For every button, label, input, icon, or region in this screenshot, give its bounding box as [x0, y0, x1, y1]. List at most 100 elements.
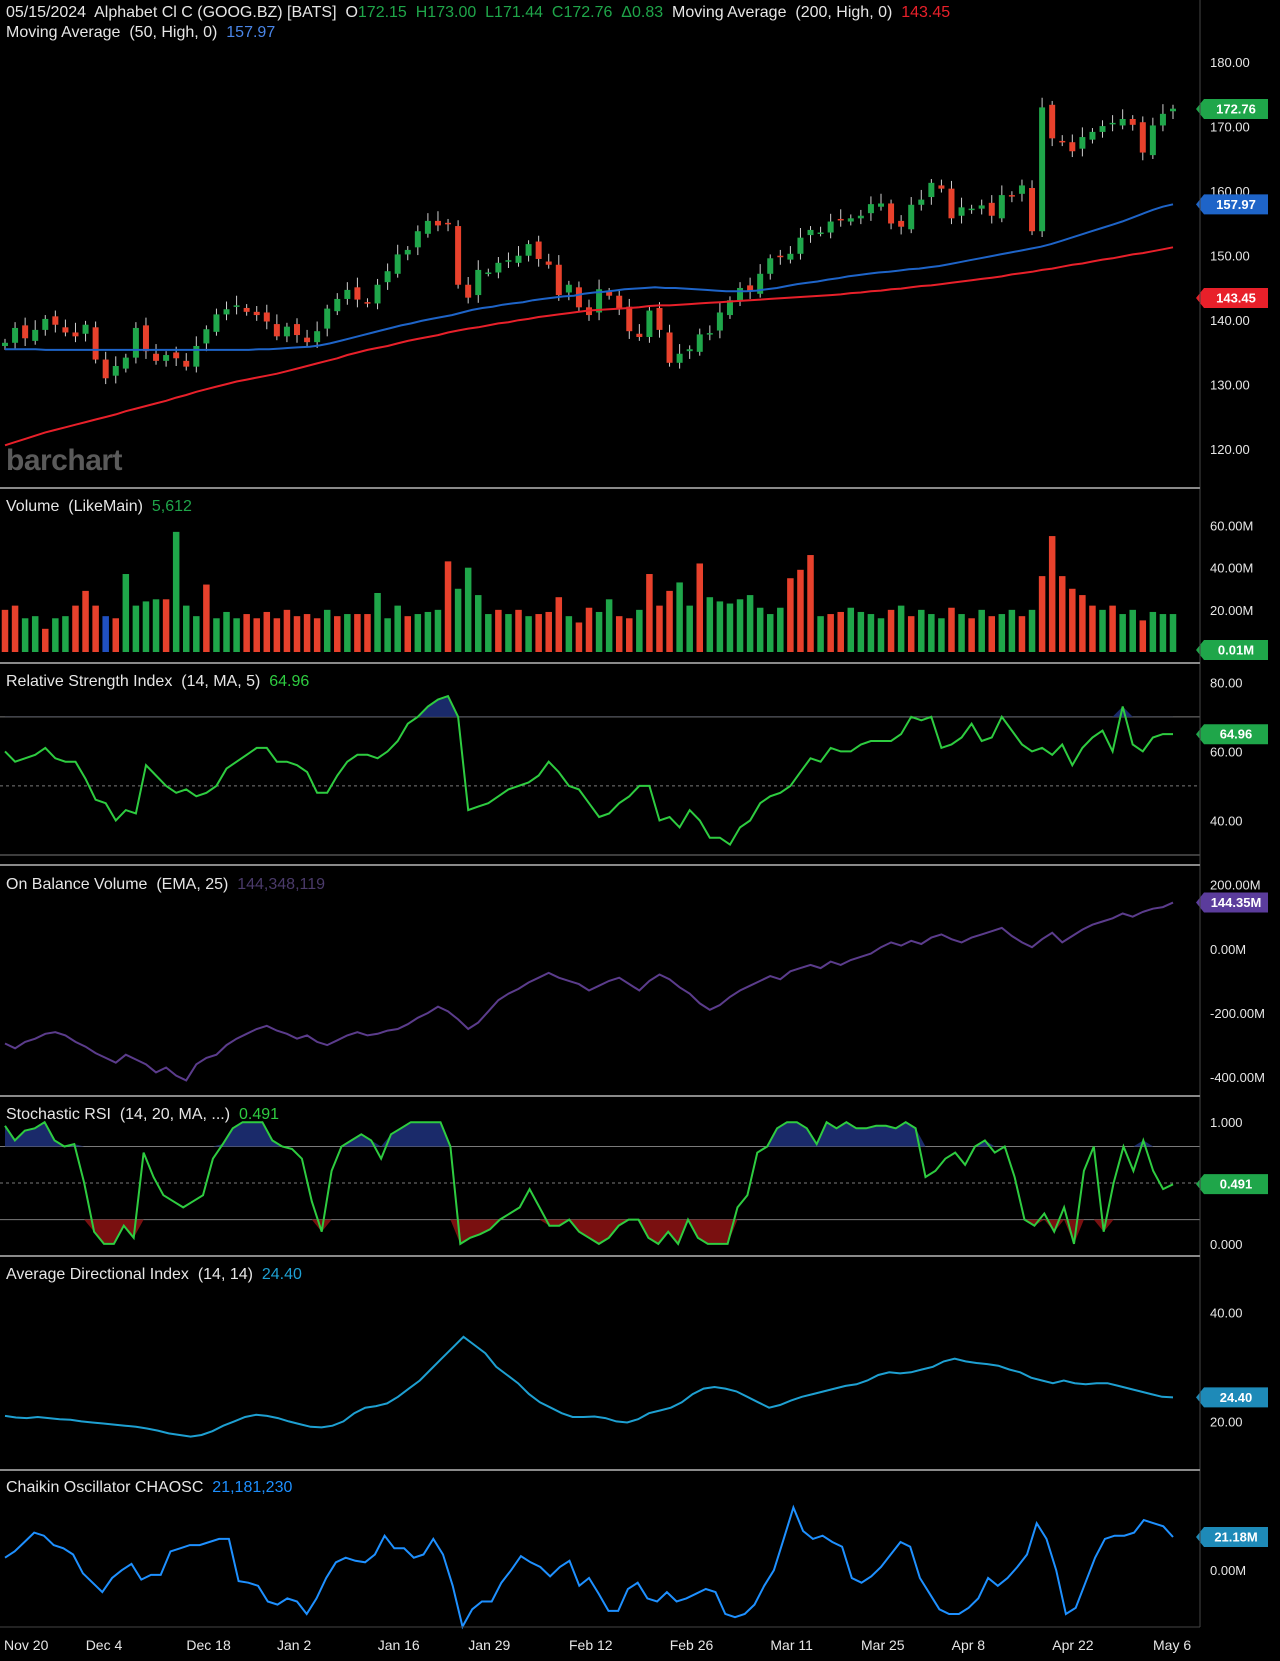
stochrsi-label: Stochastic RSI (14, 20, MA, ...): [6, 1106, 231, 1123]
volume-current-tag-bg: [1196, 640, 1268, 660]
obv-axis-tick: 0.00M: [1210, 942, 1246, 957]
volume-bar: [746, 595, 754, 652]
price-axis-tick: 120.00: [1210, 442, 1250, 457]
volume-bar: [736, 599, 744, 652]
candle-body: [535, 241, 542, 259]
candle-body: [1159, 113, 1166, 126]
volume-bar: [787, 578, 794, 652]
candle-body: [394, 254, 401, 274]
volume-bar: [867, 614, 875, 652]
candle-body: [757, 273, 764, 294]
header-change: Δ0.83: [621, 4, 664, 21]
volume-bar: [1169, 614, 1177, 652]
obv-value: 144,348,119: [237, 876, 326, 893]
candle-body: [183, 360, 190, 367]
volume-bar: [1069, 588, 1076, 652]
candle-body: [414, 231, 421, 248]
volume-bar: [595, 611, 603, 652]
volume-bar: [505, 614, 512, 652]
candle-body: [203, 329, 210, 344]
volume-bar: [414, 614, 422, 652]
candle-body: [898, 220, 905, 227]
x-axis-label: May 6: [1153, 1637, 1191, 1653]
volume-bar: [958, 614, 965, 652]
volume-bar: [253, 618, 260, 652]
volume-bar: [424, 611, 432, 652]
chaikin-header: Chaikin Oscillator CHAOSC 21,181,230: [6, 1478, 292, 1498]
volume-bar: [817, 616, 824, 652]
header-low: 171.44: [494, 4, 543, 21]
volume-bar: [1079, 595, 1086, 652]
volume-bar: [1089, 605, 1096, 652]
candle-body: [384, 271, 391, 283]
candle-body: [213, 314, 220, 332]
volume-bar: [907, 616, 915, 652]
candle-body: [112, 366, 119, 376]
volume-bar: [797, 569, 804, 652]
price-axis-tick: 170.00: [1210, 120, 1250, 135]
header-low-label: L: [485, 4, 495, 21]
volume-bar: [636, 609, 643, 652]
x-axis-label: Nov 20: [4, 1637, 49, 1653]
volume-bar: [132, 605, 140, 652]
barchart-watermark: barchart: [6, 444, 123, 477]
volume-bar: [777, 607, 784, 652]
candle-body: [1039, 107, 1046, 232]
volume-value: 5,612: [151, 498, 192, 515]
volume-bar: [968, 618, 975, 652]
volume-bar: [273, 618, 281, 652]
candle-body: [163, 355, 170, 361]
candle-body: [32, 329, 39, 341]
candle-body: [666, 332, 673, 363]
volume-bar: [897, 605, 905, 652]
candle-body: [92, 327, 99, 360]
price-axis-tick: 140.00: [1210, 313, 1250, 328]
header-close: 172.76: [563, 4, 613, 21]
stochrsi-value: 0.491: [238, 1106, 280, 1123]
volume-bar: [1109, 605, 1116, 652]
candle-body: [132, 327, 139, 358]
candle-body: [726, 300, 733, 316]
stochrsi-header: Stochastic RSI (14, 20, MA, ...) 0.491: [6, 1105, 279, 1125]
candle-body: [1018, 185, 1025, 194]
volume-bar: [807, 555, 814, 652]
chaikin-current-tag-bg: [1196, 1527, 1268, 1548]
volume-bar: [404, 616, 412, 652]
candle-body: [596, 289, 603, 313]
x-axis: Nov 20 Dec 4 Dec 18 Jan 2 Jan 16 Jan 29 Feb 12…: [4, 1637, 1191, 1653]
candle-body: [646, 310, 653, 337]
candle-body: [928, 182, 935, 198]
chaikin-axis-tick: 0.00M: [1210, 1563, 1246, 1578]
candle-body: [233, 305, 240, 307]
volume-label: Volume (LikeMain): [6, 498, 143, 515]
ma200-value: 143.45: [901, 4, 951, 21]
ma200-tag-bg: [1196, 287, 1268, 308]
candle-body: [867, 204, 874, 214]
volume-bar: [112, 618, 120, 652]
candle-body: [676, 353, 683, 363]
candle-body: [1079, 137, 1086, 149]
volume-bar: [847, 607, 855, 652]
volume-bar: [1159, 614, 1167, 652]
ma50-label: Moving Average (50, High, 0): [6, 24, 218, 41]
stochrsi-current-tag: 0.491: [1220, 1177, 1253, 1192]
volume-bar: [545, 611, 552, 652]
volume-bar: [213, 618, 220, 652]
adx-current-tag-bg: [1196, 1387, 1268, 1408]
volume-bar: [615, 616, 623, 652]
volume-bar: [1048, 536, 1056, 652]
candle-body: [656, 307, 663, 330]
volume-bar: [585, 607, 593, 652]
candle-body: [1149, 125, 1156, 156]
volume-bar: [92, 605, 99, 652]
volume-bar: [1058, 576, 1066, 652]
candle-body: [434, 220, 441, 226]
stochrsi-lower-fill: [5, 1219, 1173, 1244]
candle-body: [424, 220, 431, 234]
adx-line: [4, 1335, 1174, 1438]
volume-bar: [344, 614, 351, 652]
volume-bar: [1129, 609, 1136, 652]
rsi-axis-tick: 40.00: [1210, 813, 1243, 828]
volume-bar: [1008, 609, 1016, 652]
